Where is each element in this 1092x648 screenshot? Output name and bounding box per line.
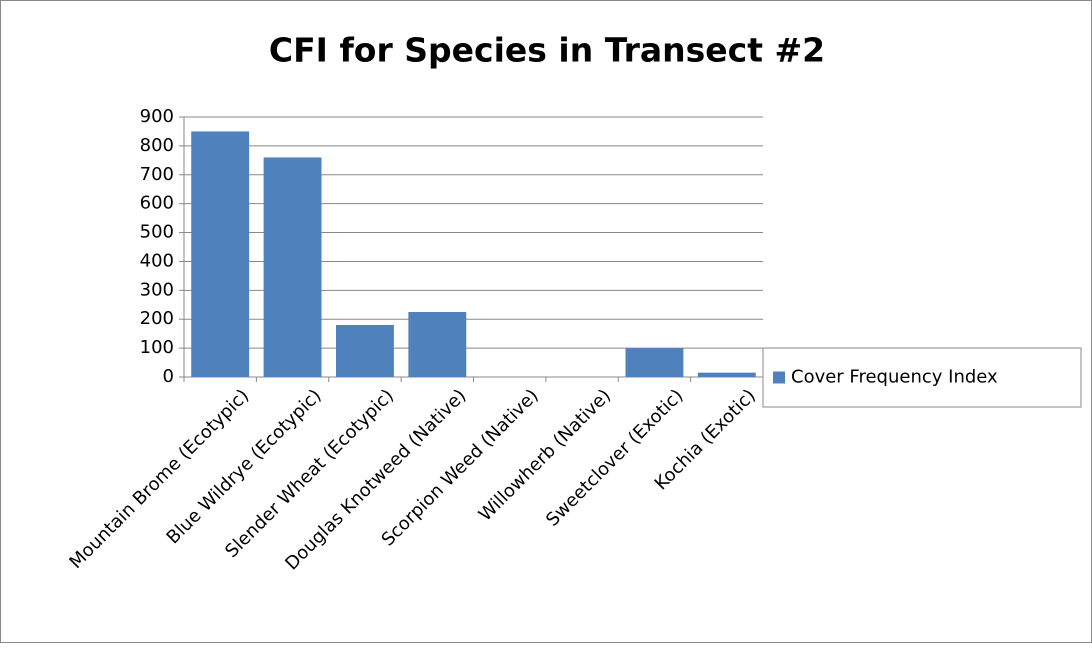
y-tick-label: 400 <box>140 250 174 271</box>
y-tick-label: 0 <box>163 366 174 387</box>
legend-swatch <box>773 371 785 384</box>
bar <box>625 348 684 377</box>
legend-box <box>762 347 1082 408</box>
bar <box>263 157 322 377</box>
y-tick-label: 200 <box>140 308 174 329</box>
y-tick-label: 300 <box>140 279 174 300</box>
bar <box>408 312 467 377</box>
y-tick-label: 100 <box>140 337 174 358</box>
legend-label: Cover Frequency Index <box>791 367 998 388</box>
bar <box>335 325 394 377</box>
y-tick-label: 800 <box>140 135 174 156</box>
y-tick-label: 900 <box>140 106 174 127</box>
y-tick-label: 700 <box>140 164 174 185</box>
chart-title: CFI for Species in Transect #2 <box>269 31 825 70</box>
bar <box>191 131 250 377</box>
bar <box>697 372 756 377</box>
y-tick-label: 500 <box>140 222 174 243</box>
y-tick-label: 600 <box>140 193 174 214</box>
